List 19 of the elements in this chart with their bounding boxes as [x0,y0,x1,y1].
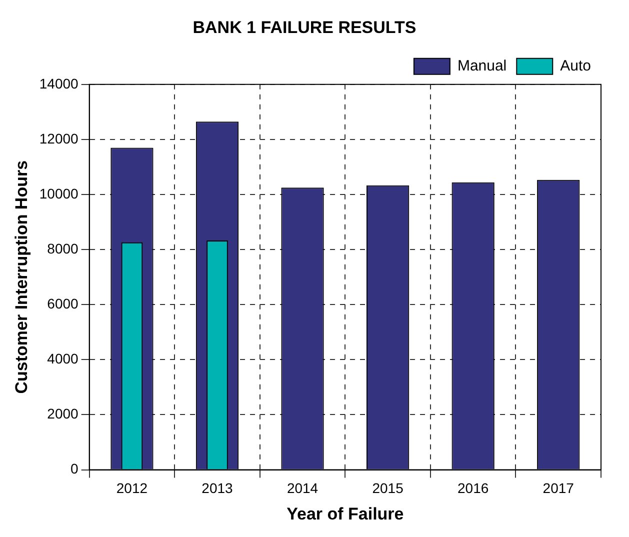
y-tick-label: 10000 [39,185,79,202]
x-tick-label: 2013 [202,480,234,496]
y-tick-label: 4000 [47,350,79,367]
x-tick-label: 2015 [372,480,404,496]
y-tick-label: 14000 [39,75,79,92]
x-tick-label: 2012 [116,480,148,496]
chart-title: BANK 1 FAILURE RESULTS [192,18,416,37]
x-tick-label: 2017 [542,480,574,496]
x-tick-label: 2014 [286,480,318,496]
y-tick-label: 12000 [39,130,79,146]
x-axis-title: Year of Failure [286,504,404,524]
y-axis-title: Customer Interruption Hours [12,160,31,394]
y-tick-label: 6000 [47,295,79,312]
y-tick-label: 0 [70,460,79,477]
x-tick-label: 2016 [458,480,489,496]
legend-label: Manual [457,58,507,75]
y-tick-label: 2000 [47,406,79,422]
legend-label: Auto [560,58,591,75]
y-tick-label: 8000 [47,240,79,256]
